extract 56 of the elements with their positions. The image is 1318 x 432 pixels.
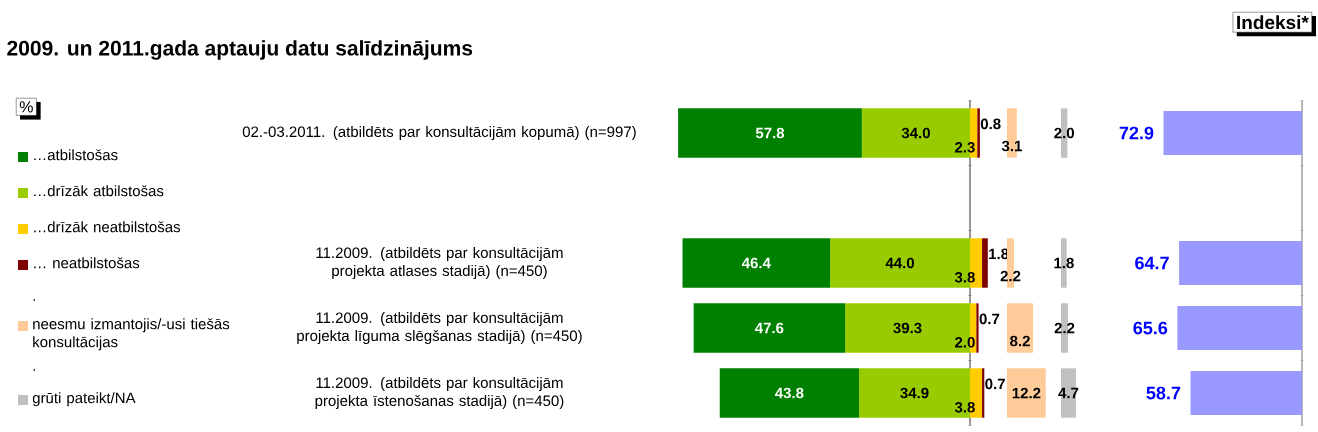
data-label: 3.8 — [954, 401, 975, 413]
data-label: 58.7 — [1146, 386, 1181, 400]
y-tick-label: 11.2009. (atbildēts par konsultācijām projekta īstenošanas stadijā) (n=450) — [315, 377, 564, 409]
bar — [1007, 303, 1034, 353]
bar — [1190, 370, 1303, 416]
bar — [682, 238, 831, 288]
data-label: 44.0 — [885, 257, 915, 269]
data-label: 39.3 — [893, 322, 922, 334]
text: 2009. un 2011.gada aptauju datu salīdzinājums — [7, 40, 473, 60]
bar — [982, 368, 985, 418]
bar — [982, 238, 988, 288]
data-label: 8.2 — [1010, 335, 1030, 347]
bar — [1179, 240, 1303, 286]
bar — [719, 368, 860, 418]
y-tick-label: 02.-03.2011. (atbildēts par konsultācijām kopumā) (n=997) — [242, 126, 636, 140]
data-label: 0.8 — [980, 118, 1001, 130]
bar — [976, 303, 979, 353]
legend-label: neesmu izmantojis/-usi tiešās konsultācijas — [33, 318, 230, 351]
text: . — [33, 299, 35, 301]
data-label: 72.9 — [1119, 126, 1154, 140]
legend-label: …drīzāk atbilstošas — [34, 185, 164, 197]
data-label: 2.3 — [955, 141, 975, 153]
data-label: 2.0 — [955, 336, 975, 348]
data-label: 0.7 — [979, 313, 1000, 325]
bar — [678, 108, 862, 158]
bar — [1177, 305, 1303, 351]
data-label: 57.8 — [755, 127, 785, 139]
y-tick-label: 11.2009. (atbildēts par konsultācijām projekta līguma slēgšanas stadijā) (n=450) — [297, 312, 582, 344]
data-label: 2.0 — [1054, 127, 1074, 139]
data-label: 12.2 — [1012, 387, 1041, 399]
data-label: 2.2 — [1054, 322, 1075, 334]
bar — [1163, 110, 1303, 156]
legend-label: grūti pateikt/NA — [32, 392, 136, 407]
y-tick-label: 11.2009. (atbildēts par konsultācijām projekta atlases stadijā) (n=450) — [316, 247, 563, 279]
legend-label: …drīzāk neatbilstošas — [34, 221, 181, 233]
data-label: 64.7 — [1135, 256, 1169, 270]
data-label: 34.9 — [900, 387, 929, 399]
bar — [1007, 368, 1046, 418]
text: % — [19, 101, 33, 113]
data-label: 1.8 — [1054, 257, 1074, 269]
bar — [693, 303, 846, 353]
data-label: 0.7 — [985, 378, 1005, 390]
data-label: 65.6 — [1133, 321, 1168, 335]
legend-label: … neatbilstošas — [34, 257, 140, 269]
data-label: 3.8 — [954, 271, 975, 283]
text: . — [33, 369, 35, 371]
data-label: 4.7 — [1058, 387, 1079, 399]
data-label: 2.2 — [1000, 270, 1021, 282]
bar — [977, 108, 980, 158]
data-label: 43.8 — [775, 387, 804, 399]
data-label: 34.0 — [901, 127, 930, 139]
data-label: 3.1 — [1001, 140, 1022, 152]
chart-title: Indeksi* — [1237, 15, 1309, 30]
legend-label: …atbilstošas — [34, 149, 118, 161]
data-label: 47.6 — [754, 322, 784, 334]
data-label: 46.4 — [741, 257, 771, 269]
